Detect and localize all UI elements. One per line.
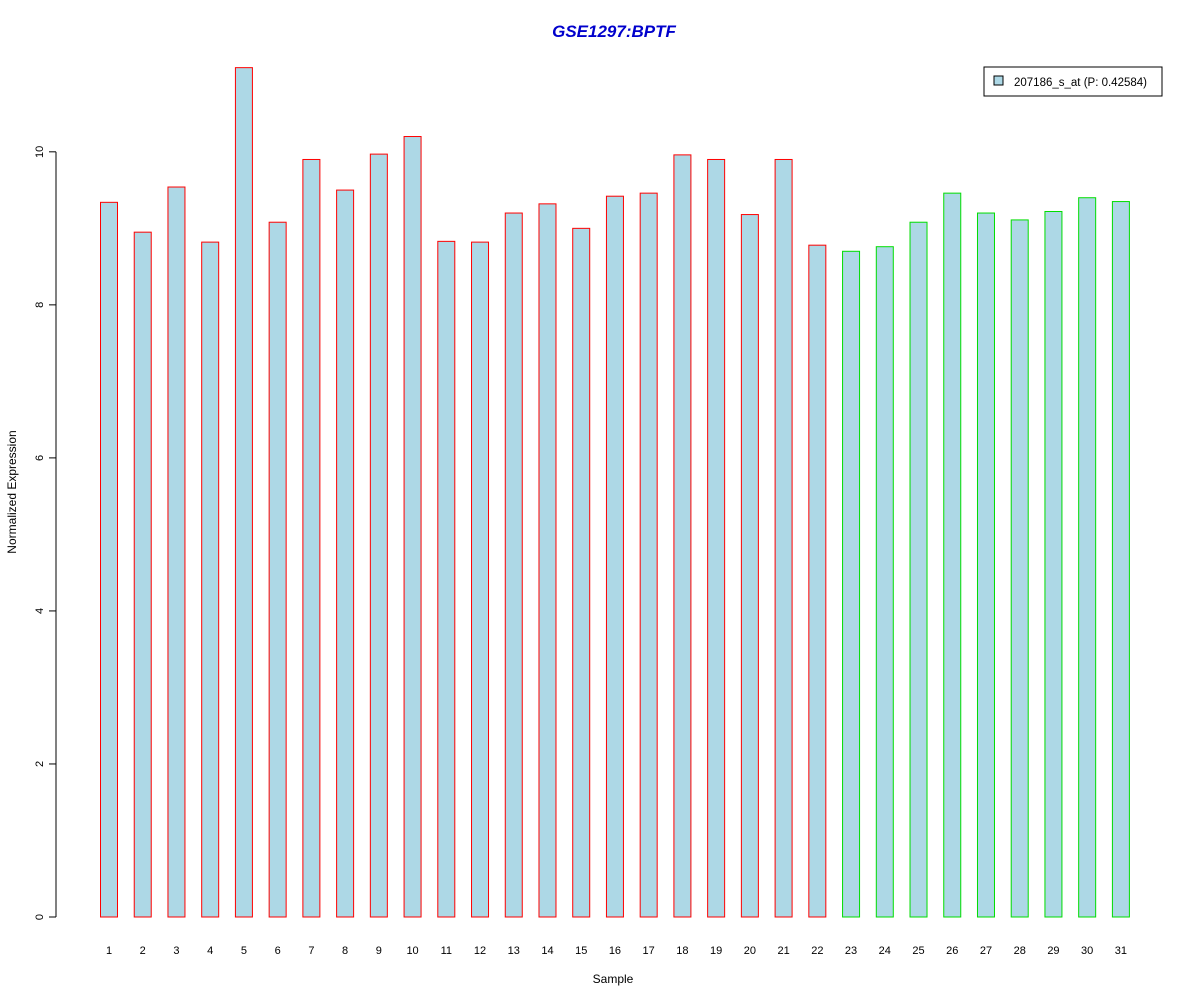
y-axis-label: Normalized Expression — [5, 430, 19, 553]
bar — [201, 241, 220, 918]
y-tick-label: 10 — [34, 146, 46, 158]
x-tick-label: 12 — [474, 945, 486, 957]
bar — [234, 67, 253, 918]
x-tick-label: 19 — [710, 945, 722, 957]
bar — [403, 136, 422, 918]
x-tick-label: 15 — [575, 945, 587, 957]
y-tick-label: 6 — [34, 455, 46, 461]
bars-group — [100, 67, 1130, 918]
x-tick-label: 24 — [879, 945, 891, 957]
bar — [504, 212, 523, 918]
x-tick-label: 16 — [609, 945, 621, 957]
bar — [605, 195, 624, 918]
x-tick-label: 23 — [845, 945, 857, 957]
bar — [471, 241, 490, 918]
legend-box — [983, 66, 1163, 97]
bar — [1044, 211, 1063, 918]
x-tick-label: 1 — [106, 945, 112, 957]
bar — [1111, 201, 1130, 918]
bar — [842, 250, 861, 918]
bar — [875, 246, 894, 918]
x-tick-label: 11 — [441, 945, 452, 957]
y-tick-label: 4 — [34, 608, 46, 614]
bar — [673, 154, 692, 918]
bar — [336, 189, 355, 918]
x-tick-label: 3 — [173, 945, 179, 957]
bar — [167, 186, 186, 918]
bar — [774, 158, 793, 918]
y-axis: 0 2 4 6 8 10 — [34, 146, 57, 920]
bar — [1010, 219, 1029, 918]
x-tick-label: 18 — [676, 945, 688, 957]
x-tick-labels: 1 2 3 4 5 6 7 8 9 10 11 12 13 14 15 16 17 18 19 20 21 22 23 24 2… — [106, 945, 1127, 957]
bar — [740, 214, 759, 918]
bar — [437, 240, 456, 918]
bar — [268, 221, 287, 918]
x-tick-label: 2 — [140, 945, 146, 957]
x-tick-label: 21 — [777, 945, 789, 957]
x-tick-label: 27 — [980, 945, 992, 957]
bar — [369, 153, 388, 918]
y-tick-label: 2 — [34, 761, 46, 767]
x-tick-label: 13 — [508, 945, 520, 957]
bar — [976, 212, 995, 918]
bar — [707, 158, 726, 918]
x-tick-label: 20 — [744, 945, 756, 957]
bar — [538, 203, 557, 918]
legend: 207186_s_at (P: 0.42584) — [983, 66, 1163, 97]
y-tick-label: 0 — [34, 914, 46, 920]
x-axis-label: Sample — [593, 972, 634, 986]
bar — [909, 221, 928, 918]
x-tick-label: 26 — [946, 945, 958, 957]
x-tick-label: 28 — [1014, 945, 1026, 957]
x-tick-label: 25 — [912, 945, 924, 957]
y-tick-label: 8 — [34, 302, 46, 308]
bar — [808, 244, 827, 918]
x-tick-label: 8 — [342, 945, 348, 957]
bar — [100, 201, 118, 918]
x-tick-label: 6 — [275, 945, 281, 957]
bar — [302, 158, 321, 918]
x-tick-label: 7 — [308, 945, 314, 957]
x-tick-label: 30 — [1081, 945, 1093, 957]
x-tick-label: 29 — [1047, 945, 1059, 957]
x-tick-label: 9 — [376, 945, 382, 957]
bar — [943, 192, 962, 918]
x-tick-label: 5 — [241, 945, 247, 957]
bar — [133, 231, 152, 918]
x-tick-label: 17 — [643, 945, 655, 957]
x-tick-label: 22 — [811, 945, 823, 957]
x-tick-label: 31 — [1115, 945, 1127, 957]
bar — [1078, 197, 1097, 918]
legend-label: 207186_s_at (P: 0.42584) — [1014, 77, 1147, 89]
x-tick-label: 4 — [207, 945, 213, 957]
chart-title: GSE1297:BPTF — [552, 22, 676, 41]
x-tick-label: 14 — [541, 945, 553, 957]
x-tick-label: 10 — [406, 945, 418, 957]
bar — [639, 192, 658, 918]
bar — [572, 227, 591, 918]
legend-swatch — [993, 75, 1004, 86]
